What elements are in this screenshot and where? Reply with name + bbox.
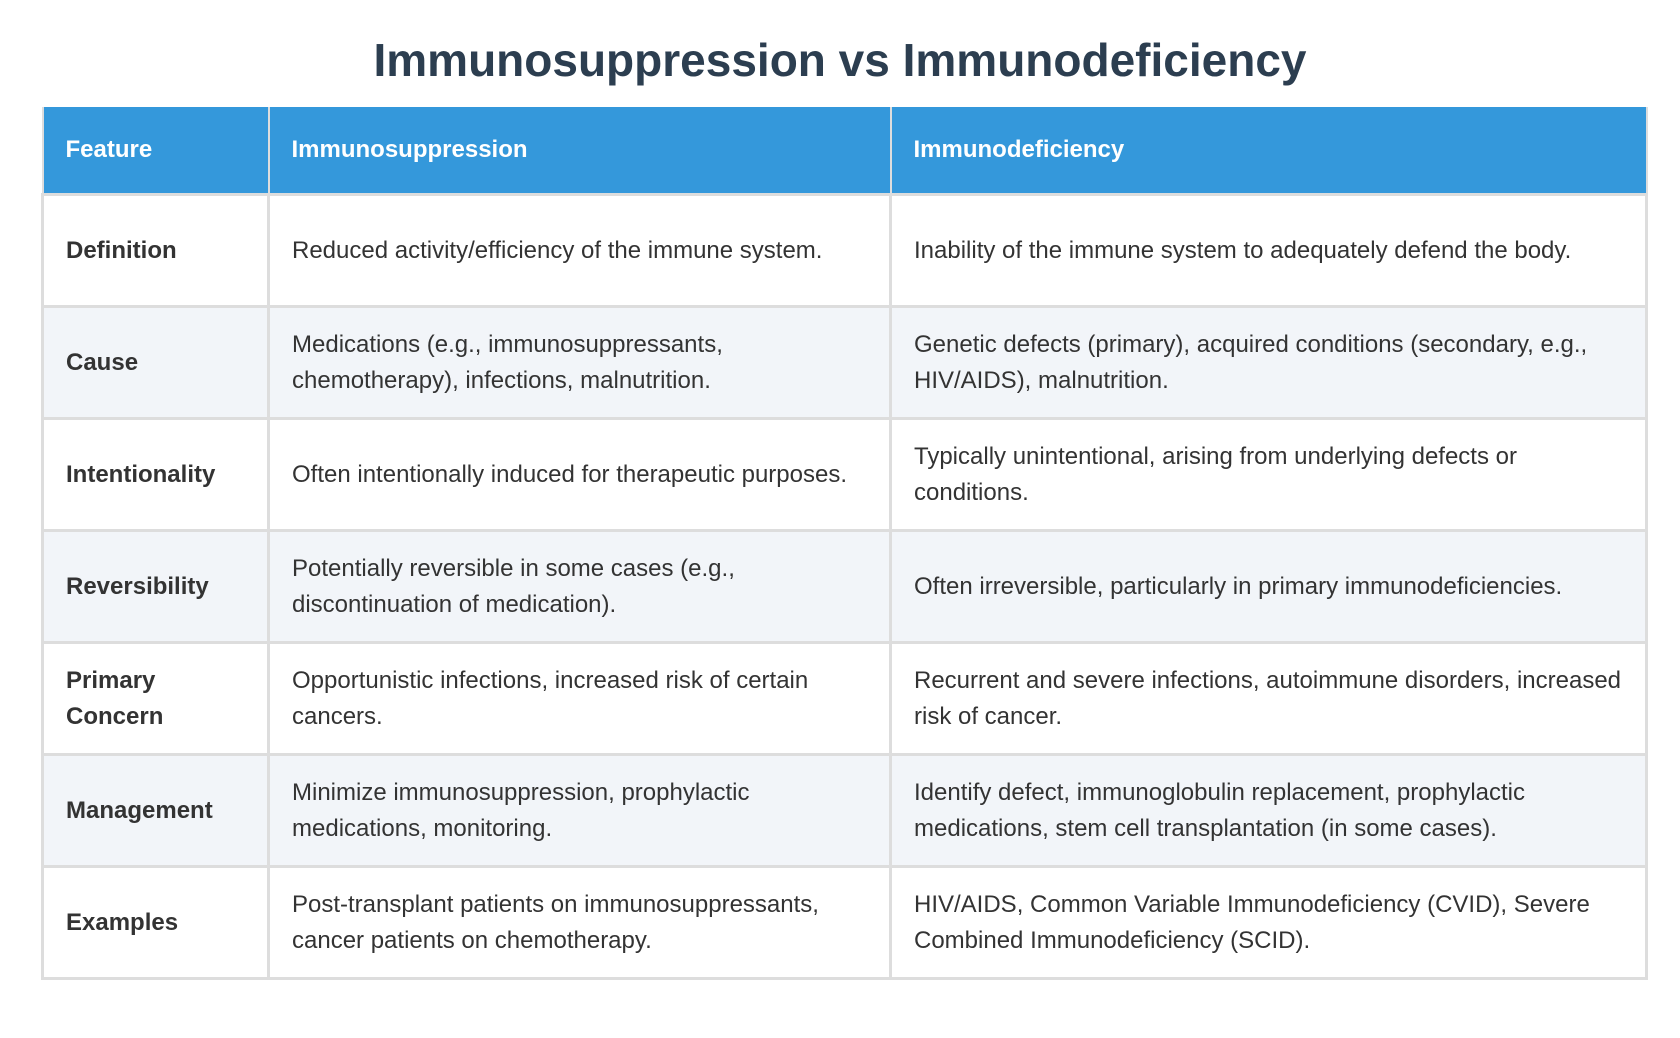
immunodeficiency-cell: Identify defect, immunoglobulin replacem… (889, 753, 1648, 868)
feature-cell: Primary Concern (41, 641, 270, 756)
immunosuppression-cell: Reduced activity/efficiency of the immun… (267, 193, 892, 308)
feature-cell: Intentionality (41, 417, 270, 532)
header-immunodeficiency: Immunodeficiency (889, 107, 1648, 196)
header-feature: Feature (41, 107, 270, 196)
feature-cell: Reversibility (41, 529, 270, 644)
immunodeficiency-cell: Often irreversible, particularly in prim… (889, 529, 1648, 644)
table-row: Definition Reduced activity/efficiency o… (41, 193, 1648, 308)
immunosuppression-cell: Post-transplant patients on immunosuppre… (267, 865, 892, 980)
immunodeficiency-cell: Recurrent and severe infections, autoimm… (889, 641, 1648, 756)
header-immunosuppression: Immunosuppression (267, 107, 892, 196)
immunosuppression-cell: Medications (e.g., immunosuppressants, c… (267, 305, 892, 420)
feature-cell: Examples (41, 865, 270, 980)
table-row: Reversibility Potentially reversible in … (41, 529, 1648, 644)
table-row: Examples Post-transplant patients on imm… (41, 865, 1648, 980)
table-row: Intentionality Often intentionally induc… (41, 417, 1648, 532)
immunosuppression-cell: Often intentionally induced for therapeu… (267, 417, 892, 532)
immunosuppression-cell: Minimize immunosuppression, prophylactic… (267, 753, 892, 868)
feature-cell: Management (41, 753, 270, 868)
table-row: Management Minimize immunosuppression, p… (41, 753, 1648, 868)
immunodeficiency-cell: HIV/AIDS, Common Variable Immunodeficien… (889, 865, 1648, 980)
immunodeficiency-cell: Inability of the immune system to adequa… (889, 193, 1648, 308)
immunosuppression-cell: Potentially reversible in some cases (e.… (267, 529, 892, 644)
immunodeficiency-cell: Genetic defects (primary), acquired cond… (889, 305, 1648, 420)
immunodeficiency-cell: Typically unintentional, arising from un… (889, 417, 1648, 532)
table-row: Cause Medications (e.g., immunosuppressa… (41, 305, 1648, 420)
immunosuppression-cell: Opportunistic infections, increased risk… (267, 641, 892, 756)
table-row: Primary Concern Opportunistic infections… (41, 641, 1648, 756)
feature-cell: Cause (41, 305, 270, 420)
feature-cell: Definition (41, 193, 270, 308)
comparison-table: Feature Immunosuppression Immunodeficien… (41, 107, 1648, 980)
page-title: Immunosuppression vs Immunodeficiency (373, 34, 1307, 86)
table-header-row: Feature Immunosuppression Immunodeficien… (41, 107, 1648, 196)
